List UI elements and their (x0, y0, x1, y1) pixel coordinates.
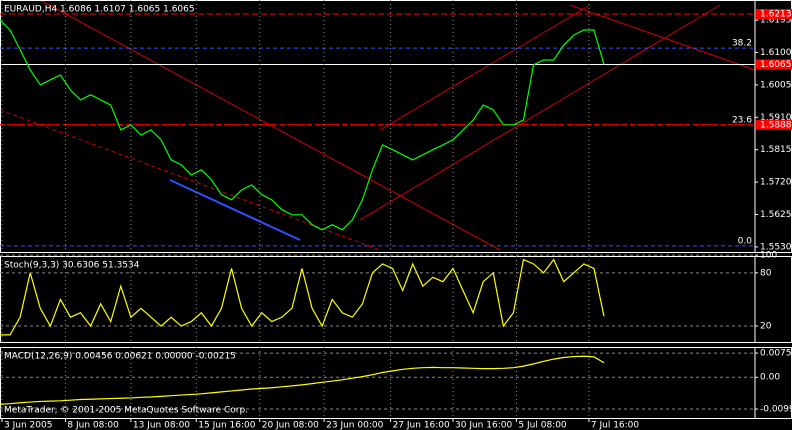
price-marker (756, 119, 792, 130)
panel-title: Stoch(9,3,3) 30.6306 51.3534 (4, 261, 140, 271)
x-tick-label: 8 Jun 08:00 (67, 421, 119, 430)
trend-line (359, 4, 721, 221)
price-marker (756, 59, 792, 70)
x-tick-label: 27 Jun 16:00 (393, 421, 450, 430)
x-tick-label: 30 Jun 16:00 (455, 421, 512, 430)
y-tick-label: 1.6005 (760, 80, 792, 90)
trend-line (379, 4, 591, 131)
y-tick-label: 1.5815 (760, 145, 792, 155)
footer: MetaTrader, © 2001-2005 MetaQuotes Softw… (4, 406, 248, 416)
x-tick-label: 7 Jul 16:00 (591, 421, 640, 430)
y-tick-label: 80 (760, 268, 772, 278)
price-marker-label: 1.6213 (760, 9, 792, 19)
series-line (0, 355, 605, 405)
panel-title: EURAUD,H4 1.6086 1.6107 1.6065 1.6065 (4, 5, 195, 15)
panel-title: MACD(12,26,9) 0.00456 0.00621 0.00000 -0… (4, 352, 236, 362)
fib-label: 38.2 (732, 39, 752, 49)
fib-label: 23.6 (732, 115, 752, 125)
y-tick-label: 0.00 (760, 373, 780, 383)
x-tick-label: 15 Jun 16:00 (198, 421, 255, 430)
price-marker-label: 1.5888 (760, 120, 792, 130)
y-tick-label: 20 (760, 322, 772, 332)
price-marker-label: 1.6065 (760, 60, 792, 70)
trend-line (169, 179, 301, 241)
y-tick-label: 100 (760, 251, 777, 261)
x-tick-label: 23 Jun 00:00 (326, 421, 383, 430)
y-tick-label: 0.00758 (760, 349, 792, 359)
y-tick-label: 1.6100 (760, 48, 792, 58)
y-tick-label: -0.00999 (760, 405, 792, 415)
y-tick-label: 1.5720 (760, 178, 792, 188)
fib-label: 0.0 (738, 236, 753, 246)
x-tick-label: 3 Jun 2005 (4, 421, 52, 430)
x-tick-label: 20 Jun 08:00 (262, 421, 319, 430)
price-marker (756, 8, 792, 19)
y-tick-label: 1.5530 (760, 242, 792, 252)
y-tick-label: 1.5910 (760, 113, 792, 123)
y-tick-label: 1.6195 (760, 16, 792, 26)
x-tick-label: 13 Jun 08:00 (133, 421, 190, 430)
x-tick-label: 5 Jul 08:00 (518, 421, 567, 430)
y-tick-label: 1.5625 (760, 210, 792, 220)
series-line (0, 19, 605, 231)
trend-line (569, 4, 756, 71)
series-line (0, 258, 605, 336)
